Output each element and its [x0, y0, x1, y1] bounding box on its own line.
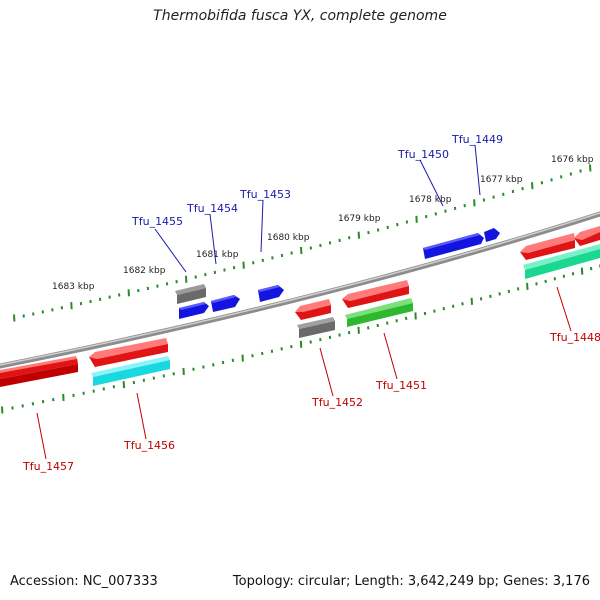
- kbp-label: 1679 kbp: [338, 214, 381, 224]
- accession-text: Accession: NC_007333: [10, 574, 158, 589]
- gene-label-tfu-1457: Tfu_1457: [22, 460, 74, 473]
- map-title: Thermobifida fusca YX, complete genome: [153, 8, 447, 24]
- scale-ticks-bottom: [1, 264, 600, 414]
- gene-tfu-1451[interactable]: [342, 280, 413, 327]
- gene-tfu-1457[interactable]: [0, 356, 78, 387]
- gene-label-tfu-1451: Tfu_1451: [375, 379, 427, 392]
- scale-ticks-top: [13, 164, 592, 322]
- kbp-label: 1680 kbp: [267, 233, 310, 243]
- genes-bottom-strand: [0, 226, 600, 387]
- gene-tfu-1455[interactable]: [175, 284, 206, 304]
- gene-tfu-1452[interactable]: [295, 299, 335, 338]
- gene-tfu-1456[interactable]: [89, 338, 170, 386]
- kbp-label: 1682 kbp: [123, 266, 166, 276]
- gene-labels-top: Tfu_1455 Tfu_1454 Tfu_1453 Tfu_1450 Tfu_…: [131, 133, 503, 228]
- gene-tfu-1448[interactable]: [520, 226, 600, 279]
- gene-tfu-1454[interactable]: [179, 295, 240, 319]
- kbp-label: 1676 kbp: [551, 155, 594, 165]
- gene-label-tfu-1454: Tfu_1454: [186, 202, 238, 215]
- gene-tfu-1453[interactable]: [258, 285, 284, 302]
- kbp-label: 1678 kbp: [409, 195, 452, 205]
- gene-label-tfu-1456: Tfu_1456: [123, 439, 175, 452]
- genome-backbone: [0, 211, 600, 369]
- gene-tfu-1449[interactable]: [484, 228, 500, 242]
- gene-label-tfu-1455: Tfu_1455: [131, 215, 183, 228]
- genome-summary-text: Topology: circular; Length: 3,642,249 bp…: [232, 574, 590, 589]
- genome-backbone-highlight: [0, 212, 600, 366]
- gene-label-tfu-1453: Tfu_1453: [239, 188, 291, 201]
- gene-label-tfu-1450: Tfu_1450: [397, 148, 449, 161]
- kbp-label: 1683 kbp: [52, 282, 95, 292]
- kbp-label: 1677 kbp: [480, 175, 523, 185]
- kbp-label: 1681 kbp: [196, 250, 239, 260]
- gene-tfu-1450[interactable]: [423, 233, 484, 259]
- leader-lines: [36, 144, 572, 460]
- kbp-labels: 1683 kbp 1682 kbp 1681 kbp 1680 kbp 1679…: [52, 155, 594, 292]
- gene-label-tfu-1449: Tfu_1449: [451, 133, 503, 146]
- gene-label-tfu-1452: Tfu_1452: [311, 396, 363, 409]
- gene-label-tfu-1448: Tfu_1448: [549, 331, 600, 344]
- genes-top-strand: [175, 228, 500, 319]
- gene-labels-bottom: Tfu_1457 Tfu_1456 Tfu_1452 Tfu_1451 Tfu_…: [22, 331, 600, 473]
